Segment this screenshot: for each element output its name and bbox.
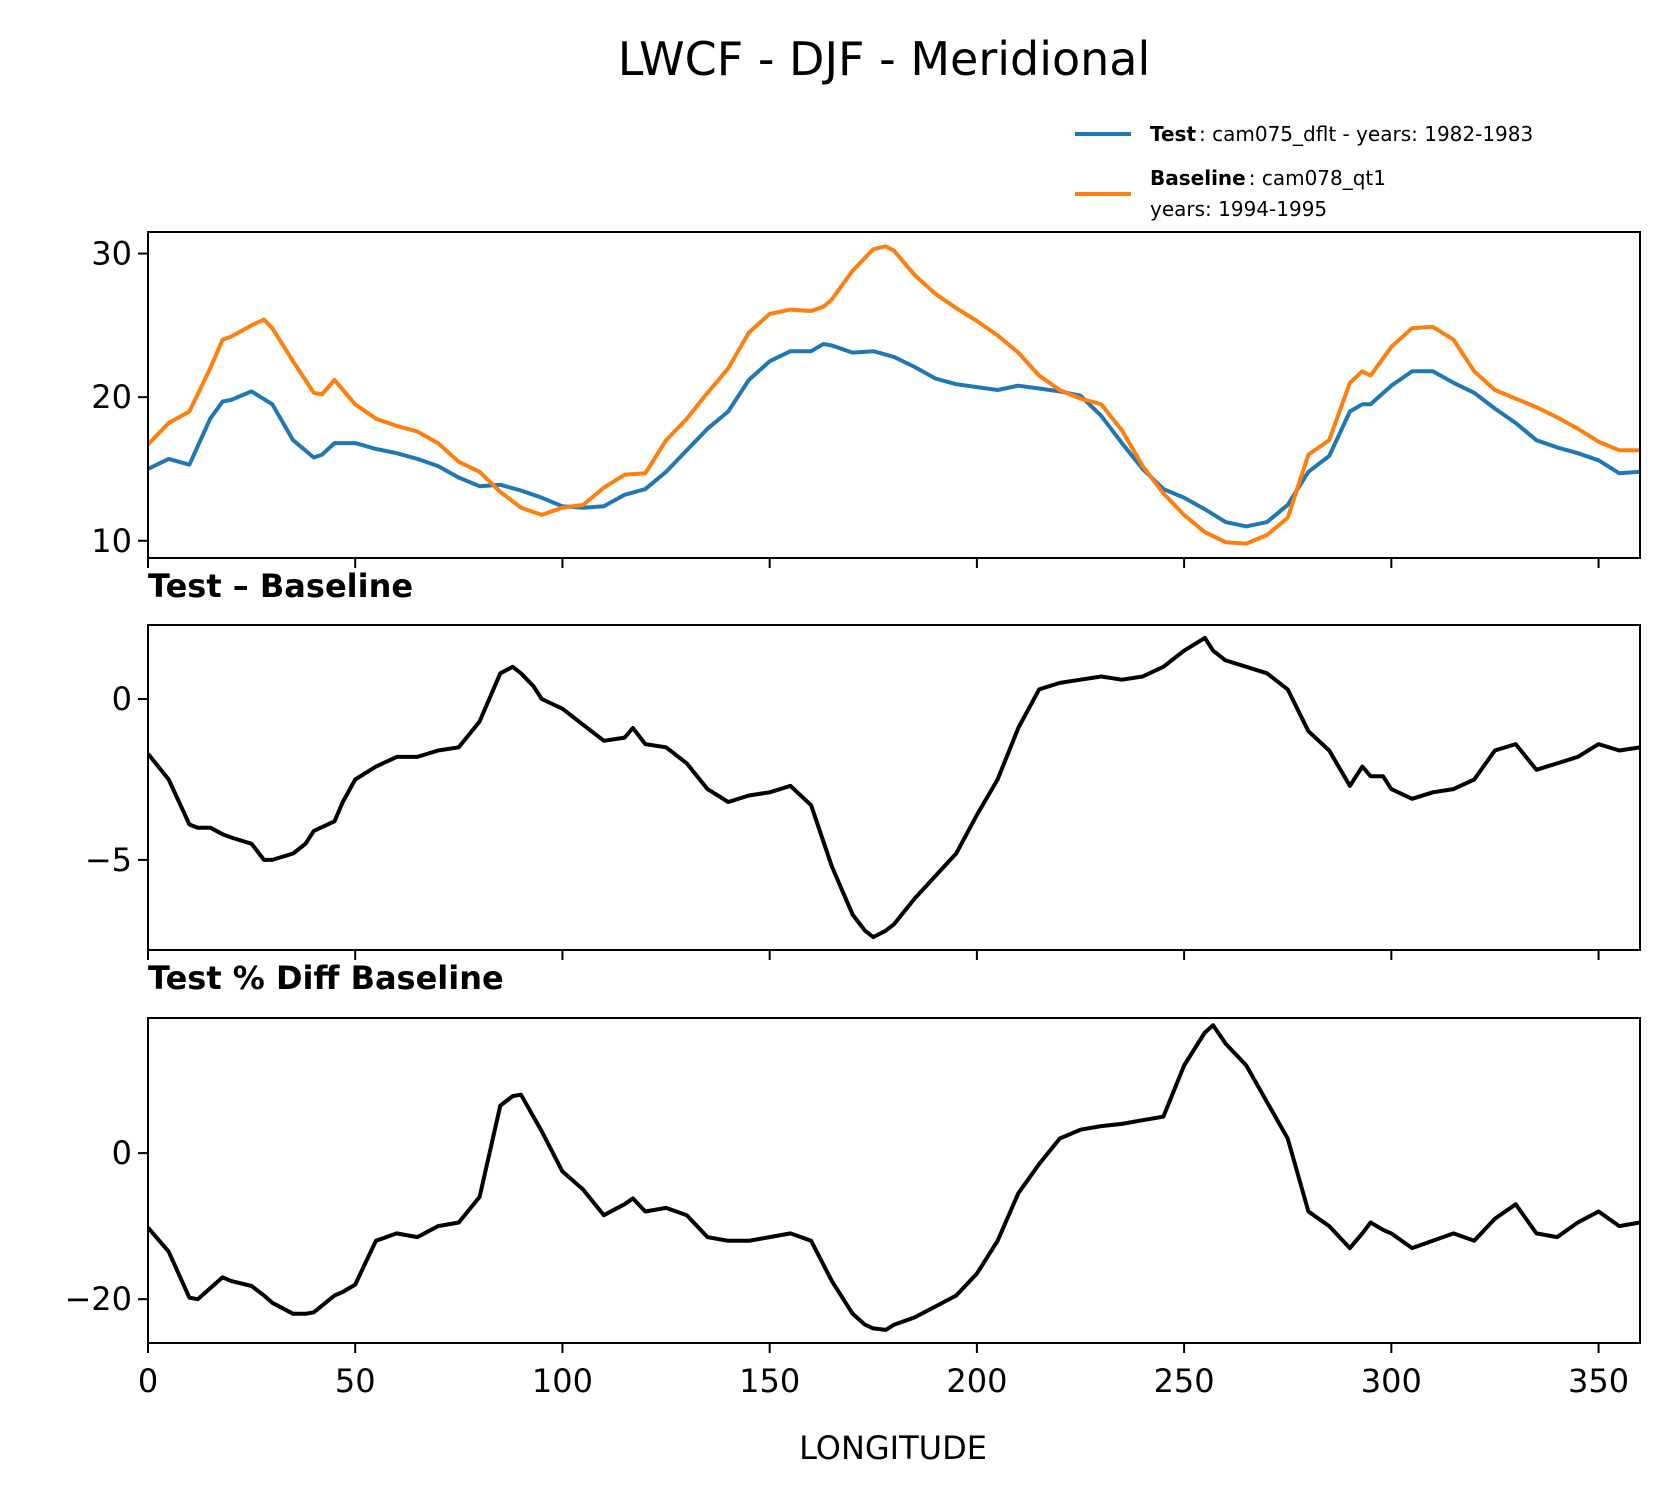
chart-title: LWCF - DJF - Meridional <box>618 32 1151 86</box>
y-tick-label-main: 30 <box>91 235 132 273</box>
y-tick-label-diff: 0 <box>112 680 132 718</box>
legend: Test: cam075_dflt - years: 1982-1983 Bas… <box>1075 122 1533 221</box>
series-line-pctdiff-test-diff-baseline <box>148 1023 1640 1332</box>
legend-test-name: Test <box>1150 122 1196 146</box>
series-line-main-test <box>148 342 1640 529</box>
y-tick-label-pctdiff: −20 <box>64 1280 132 1318</box>
x-tick-label: 300 <box>1361 1362 1422 1400</box>
plot-frame-pctdiff <box>147 1017 1641 1344</box>
legend-test-entry: Test: cam075_dflt - years: 1982-1983 <box>1150 122 1533 146</box>
legend-baseline-text: : cam078_qt1 <box>1249 166 1386 190</box>
x-tick-label: 150 <box>739 1362 800 1400</box>
plot-frame-diff <box>147 624 1641 951</box>
panel-pctdiff: −20 0 0 50 100 150 200 250 300 350 <box>64 1017 1641 1400</box>
panel-title-diff: Test – Baseline <box>148 567 413 605</box>
panel-main: 10 20 30 <box>91 231 1641 568</box>
x-tick-label: 100 <box>532 1362 593 1400</box>
x-tick-label: 350 <box>1568 1362 1629 1400</box>
x-axis-label: LONGITUDE <box>799 1429 987 1467</box>
y-tick-label-main: 10 <box>91 522 132 560</box>
series-line-main-baseline <box>148 244 1640 546</box>
plot-frame-main <box>147 231 1641 559</box>
y-tick-label-diff: −5 <box>85 841 132 879</box>
x-tick-label: 50 <box>335 1362 376 1400</box>
x-tick-label: 0 <box>138 1362 158 1400</box>
x-tick-label: 200 <box>946 1362 1007 1400</box>
panel-diff: −5 0 <box>85 624 1641 960</box>
legend-baseline-entry: Baseline: cam078_qt1 <box>1150 166 1386 190</box>
y-tick-label-pctdiff: 0 <box>112 1134 132 1172</box>
legend-baseline-years: years: 1994-1995 <box>1150 197 1327 221</box>
legend-baseline-name: Baseline <box>1150 166 1246 190</box>
y-tick-label-main: 20 <box>91 378 132 416</box>
panel-title-pctdiff: Test % Diff Baseline <box>148 959 504 997</box>
legend-test-text: : cam075_dflt - years: 1982-1983 <box>1199 122 1533 146</box>
x-tick-label: 250 <box>1154 1362 1215 1400</box>
series-line-diff-test-baseline <box>148 635 1640 940</box>
